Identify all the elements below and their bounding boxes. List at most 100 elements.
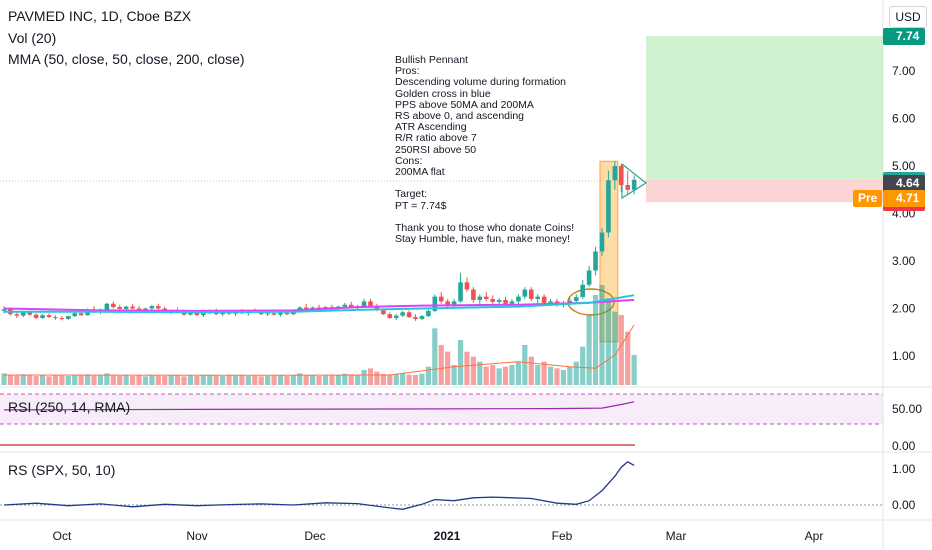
volume-bar — [310, 375, 316, 385]
time-tick-label: Nov — [186, 529, 207, 543]
volume-bar — [554, 368, 560, 385]
candle-body — [143, 308, 148, 311]
stop-loss-zone — [646, 179, 883, 203]
candle-body — [503, 299, 508, 304]
volume-bar — [592, 295, 599, 385]
note-line: PT = 7.74$ — [395, 199, 447, 212]
candle-body — [374, 306, 380, 311]
volume-bar — [406, 374, 412, 385]
volume-bar — [52, 375, 59, 385]
pre-market-price-badge: 4.71 — [883, 189, 926, 207]
candle-body — [528, 289, 534, 299]
candle-body — [271, 313, 277, 315]
volume-bar — [567, 366, 573, 385]
candle-body — [586, 270, 592, 285]
volume-bar — [110, 375, 116, 385]
volume-bar — [400, 373, 406, 385]
volume-bar — [181, 376, 187, 385]
candle-body — [509, 301, 515, 304]
candle-body — [66, 316, 71, 319]
volume-bar — [252, 375, 258, 385]
note-line: Golden cross in blue — [395, 87, 491, 100]
candle-body — [258, 312, 264, 315]
mma-legend: MMA (50, close, 50, close, 200, close) — [8, 51, 245, 67]
volume-bar — [91, 375, 97, 385]
volume-bar — [200, 375, 206, 385]
candle-body — [53, 317, 58, 319]
volume-bar — [97, 375, 104, 385]
volume-bar — [573, 361, 579, 385]
volume-bar — [355, 375, 361, 385]
candle-body — [220, 312, 225, 315]
volume-bar — [142, 376, 149, 385]
candle-body — [393, 315, 399, 318]
candle-body — [458, 282, 463, 302]
volume-bar — [535, 365, 541, 385]
candle-body — [123, 306, 129, 309]
candle-body — [451, 301, 457, 307]
volume-bar — [451, 365, 457, 385]
candle-body — [149, 306, 155, 309]
volume-bar — [560, 370, 567, 385]
candle-body — [342, 304, 348, 307]
volume-bar — [490, 365, 496, 385]
volume-bar — [335, 375, 341, 385]
volume-bar — [136, 375, 142, 385]
candle-body — [303, 307, 309, 310]
candle-body — [20, 312, 26, 316]
candle-body — [348, 304, 354, 308]
candle-body — [612, 166, 618, 181]
candle-body — [387, 314, 393, 318]
note-line: RS above 0, and ascending — [395, 110, 525, 123]
candle-body — [46, 315, 52, 318]
volume-bar — [207, 375, 213, 385]
candle-body — [368, 301, 373, 307]
volume-bar — [284, 376, 290, 385]
volume-bar — [612, 311, 618, 385]
time-tick-label: Apr — [805, 529, 824, 543]
candle-body — [265, 313, 270, 315]
volume-bar — [39, 375, 46, 385]
candle-body — [522, 289, 528, 297]
candle-body — [496, 299, 502, 302]
volume-bar — [528, 356, 534, 385]
volume-bar — [342, 373, 348, 385]
candle-body — [548, 301, 553, 303]
candle-body — [464, 282, 470, 290]
candle-body — [606, 180, 611, 233]
volume-bar — [625, 331, 631, 385]
volume-bar — [104, 373, 110, 385]
volume-bar — [14, 375, 20, 385]
volume-bar — [580, 346, 586, 385]
volume-bar — [297, 373, 303, 385]
volume-bar — [599, 285, 605, 385]
volume-bar — [46, 376, 52, 385]
candle-body — [201, 313, 206, 316]
volume-bar — [470, 356, 476, 385]
rsi-tick-label: 0.00 — [892, 439, 916, 453]
price-badge: 7.74 — [883, 27, 926, 45]
rsi-line — [3, 401, 635, 411]
volume-bar — [496, 368, 502, 385]
candle-body — [516, 296, 521, 302]
candle-body — [104, 303, 110, 310]
candle-body — [72, 313, 78, 317]
candle-body — [432, 296, 438, 311]
volume-bar — [316, 376, 322, 385]
volume-bar — [245, 376, 251, 385]
candle-body — [419, 316, 425, 319]
candle-body — [567, 300, 573, 303]
currency-button[interactable]: USD — [889, 6, 927, 28]
time-tick-label: Oct — [53, 529, 72, 543]
volume-bar — [65, 376, 71, 385]
volume-bar — [226, 375, 232, 385]
volume-bar — [393, 374, 399, 385]
volume-bar — [239, 375, 245, 385]
volume-bar — [123, 375, 129, 385]
note-line: Descending volume during formation — [395, 76, 567, 89]
volume-bar — [477, 361, 483, 385]
volume-bar — [522, 345, 528, 385]
volume-bar — [1, 373, 7, 385]
